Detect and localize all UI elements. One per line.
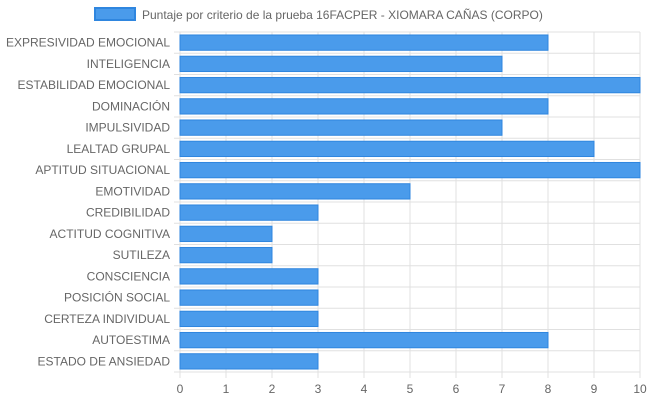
bar[interactable] (179, 204, 319, 221)
x-tick-label: 1 (223, 382, 230, 396)
bar[interactable] (179, 119, 503, 136)
category-label: DOMINACIÓN (92, 98, 170, 113)
category-label: AUTOESTIMA (92, 333, 170, 347)
legend-swatch[interactable] (94, 7, 136, 21)
bar[interactable] (179, 34, 549, 51)
legend[interactable]: Puntaje por criterio de la prueba 16FACP… (94, 7, 543, 22)
category-label: APTITUD SITUACIONAL (35, 163, 170, 177)
category-label: LEALTAD GRUPAL (67, 142, 171, 156)
bar[interactable] (179, 98, 549, 115)
bar[interactable] (179, 331, 549, 349)
category-label: CONSCIENCIA (87, 269, 170, 283)
x-tick-label: 6 (453, 382, 460, 396)
x-tick-label: 2 (269, 382, 276, 396)
category-label: ESTABILIDAD EMOCIONAL (18, 78, 171, 92)
category-labels: EXPRESIVIDAD EMOCIONAL INTELIGENCIA ESTABI… (6, 36, 170, 369)
category-label: CERTEZA INDIVIDUAL (44, 312, 170, 326)
x-tick-label: 7 (499, 382, 506, 396)
bar[interactable] (179, 289, 319, 306)
category-label: IMPULSIVIDAD (85, 121, 170, 135)
bar[interactable] (179, 55, 503, 73)
bar[interactable] (179, 246, 273, 264)
category-label: SUTILEZA (113, 248, 170, 262)
bar[interactable] (179, 353, 319, 370)
bar[interactable] (179, 183, 411, 200)
category-label: ACTITUD COGNITIVA (50, 227, 170, 241)
x-tick-label: 5 (407, 382, 414, 396)
x-tick-label: 10 (633, 382, 647, 396)
x-tick-label: 4 (361, 382, 368, 396)
category-label: CREDIBILIDAD (86, 206, 170, 220)
bar[interactable] (179, 76, 641, 94)
bar[interactable] (179, 161, 641, 179)
category-label: INTELIGENCIA (87, 57, 170, 71)
bar[interactable] (179, 140, 595, 158)
x-tick-label: 8 (545, 382, 552, 396)
bars (179, 34, 641, 370)
category-label: ESTADO DE ANSIEDAD (38, 354, 171, 368)
bar[interactable] (179, 310, 319, 328)
x-tick-label: 3 (315, 382, 322, 396)
legend-label[interactable]: Puntaje por criterio de la prueba 16FACP… (142, 8, 543, 22)
x-tick-label: 0 (177, 382, 184, 396)
category-label: POSICIÓN SOCIAL (64, 290, 170, 305)
x-tick-label: 9 (591, 382, 598, 396)
bar[interactable] (179, 268, 319, 285)
x-axis-tick-labels: 0 1 2 3 4 5 6 7 8 9 10 (177, 382, 647, 396)
category-label: EXPRESIVIDAD EMOCIONAL (6, 36, 170, 50)
bar[interactable] (179, 225, 273, 243)
category-label: EMOTIVIDAD (95, 184, 170, 198)
